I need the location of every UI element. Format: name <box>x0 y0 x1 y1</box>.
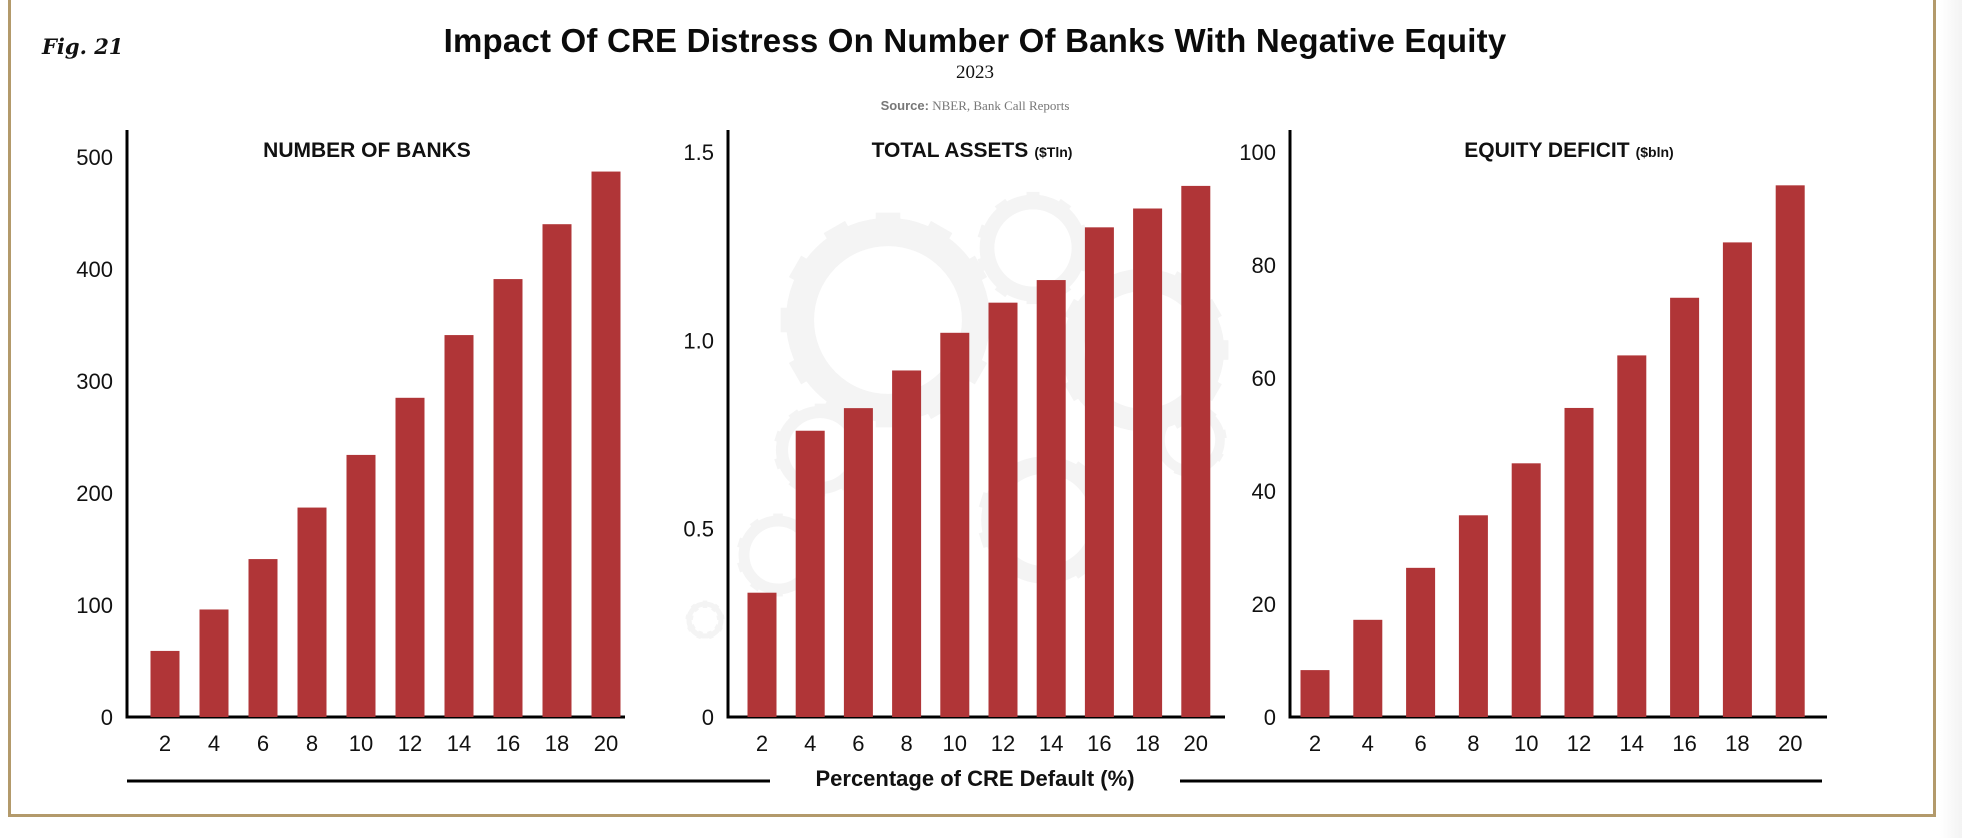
x-tick-label: 20 <box>1184 731 1208 756</box>
x-tick-label: 12 <box>991 731 1015 756</box>
bar <box>1300 670 1330 717</box>
x-tick-label: 2 <box>1309 731 1321 756</box>
panel-title: EQUITY DEFICIT ($bln) <box>1464 139 1673 162</box>
x-tick-label: 10 <box>943 731 967 756</box>
bar <box>591 171 621 717</box>
x-tick-label: 8 <box>1467 731 1479 756</box>
bar <box>150 650 180 717</box>
x-tick-label: 16 <box>1087 731 1111 756</box>
bar <box>1775 185 1805 717</box>
x-tick-label: 2 <box>159 731 171 756</box>
x-tick-label: 6 <box>852 731 864 756</box>
chart-subtitle: 2023 <box>956 62 994 83</box>
x-tick-label: 14 <box>1039 731 1063 756</box>
panel-equity-deficit: EQUITY DEFICIT ($bln) 0 20 40 60 80 100 2 4 6 8 10 12… <box>1239 130 1827 756</box>
panel-number-of-banks: NUMBER OF BANKS 0 100 200 300 400 500 2 4 6 8 10 12 1… <box>76 130 625 756</box>
x-tick-label: 16 <box>1672 731 1696 756</box>
y-tick-label: 0 <box>1264 705 1276 730</box>
x-tick-label: 6 <box>1414 731 1426 756</box>
bar <box>1511 463 1541 717</box>
bar <box>297 507 327 717</box>
bar <box>1036 280 1066 717</box>
x-tick-label: 12 <box>398 731 422 756</box>
y-tick-label: 20 <box>1252 592 1276 617</box>
bar <box>199 609 229 717</box>
y-tick-label: 40 <box>1252 479 1276 504</box>
figure-number: Fig. 21 <box>42 34 124 59</box>
bar <box>843 408 873 717</box>
x-tick-label: 10 <box>1514 731 1538 756</box>
y-tick-label: 300 <box>76 369 113 394</box>
bar <box>795 430 825 717</box>
y-tick-label: 60 <box>1252 366 1276 391</box>
source-prefix: Source: <box>880 98 929 113</box>
source-text: NBER, Bank Call Reports <box>928 98 1070 113</box>
y-tick-label: 200 <box>76 481 113 506</box>
bar <box>988 302 1018 717</box>
x-tick-label: 18 <box>1725 731 1749 756</box>
x-tick-label: 8 <box>306 731 318 756</box>
x-tick-label: 8 <box>900 731 912 756</box>
y-tick-label: 0 <box>101 705 113 730</box>
gear-icon <box>977 191 1089 305</box>
bar <box>1406 567 1436 717</box>
bar <box>1353 619 1383 717</box>
y-tick-label: 100 <box>1239 140 1276 165</box>
x-tick-label: 4 <box>1362 731 1374 756</box>
x-tick-label: 16 <box>496 731 520 756</box>
x-tick-label: 18 <box>545 731 569 756</box>
bar <box>1617 355 1647 717</box>
bar <box>493 279 523 717</box>
chart-title: Impact Of CRE Distress On Number Of Bank… <box>443 22 1507 59</box>
bar <box>346 454 376 717</box>
x-tick-label: 4 <box>208 731 220 756</box>
bar <box>248 559 278 717</box>
x-tick-label: 14 <box>1620 731 1644 756</box>
y-tick-label: 0 <box>702 705 714 730</box>
bar <box>444 335 474 717</box>
source-note: Source: NBER, Bank Call Reports <box>0 98 1950 114</box>
x-tick-label: 4 <box>804 731 816 756</box>
bar <box>1084 227 1114 718</box>
x-tick-label: 10 <box>349 731 373 756</box>
bar <box>542 224 572 717</box>
shared-x-axis-label: Percentage of CRE Default (%) <box>815 766 1135 791</box>
bar <box>1458 515 1488 717</box>
x-tick-label: 6 <box>257 731 269 756</box>
panel-title: TOTAL ASSETS ($Tln) <box>872 139 1073 162</box>
x-tick-label: 2 <box>756 731 768 756</box>
figure-frame <box>8 0 1936 817</box>
gear-icon <box>685 600 725 640</box>
x-tick-label: 14 <box>447 731 471 756</box>
y-tick-label: 1.5 <box>683 140 714 165</box>
y-tick-label: 1.0 <box>683 328 714 353</box>
x-tick-label: 20 <box>594 731 618 756</box>
panel-title: NUMBER OF BANKS <box>263 139 471 162</box>
bar <box>892 370 922 717</box>
y-tick-label: 400 <box>76 257 113 282</box>
y-tick-label: 80 <box>1252 253 1276 278</box>
bar <box>1722 242 1752 717</box>
bar <box>1670 297 1700 717</box>
bar <box>940 332 970 717</box>
x-tick-label: 20 <box>1778 731 1802 756</box>
bar <box>1564 407 1594 717</box>
bar <box>1181 185 1211 717</box>
y-tick-label: 500 <box>76 145 113 170</box>
bar <box>1133 208 1163 717</box>
panel-total-assets: TOTAL ASSETS ($Tln) 0 0.5 1.0 1.5 2 4 6 8 10 12 14 16… <box>683 130 1225 756</box>
y-tick-label: 0.5 <box>683 517 714 542</box>
x-tick-label: 12 <box>1567 731 1591 756</box>
y-tick-label: 100 <box>76 593 113 618</box>
bar <box>395 397 425 717</box>
x-tick-label: 18 <box>1135 731 1159 756</box>
bar <box>747 592 777 717</box>
